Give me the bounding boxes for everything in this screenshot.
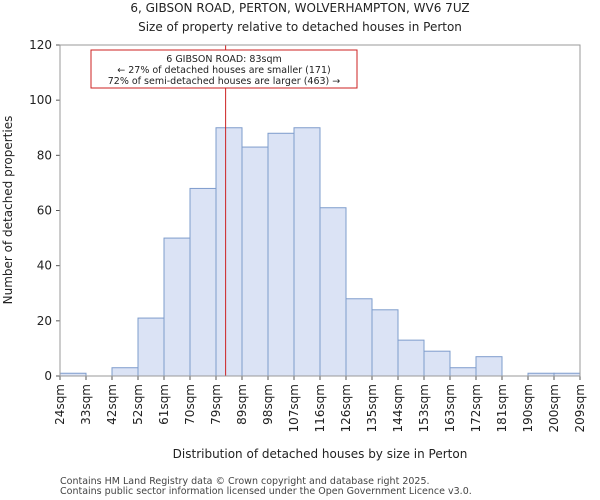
- bar-52sqm: [137, 317, 165, 377]
- x-tick-label: 200sqm: [547, 384, 561, 432]
- x-tick-label: 52sqm: [131, 384, 145, 425]
- annotation-line-2: ← 27% of detached houses are smaller (17…: [117, 65, 330, 76]
- y-tick-label: 100: [29, 93, 52, 107]
- x-tick-label: 190sqm: [521, 384, 535, 432]
- annotation-line-3: 72% of semi-detached houses are larger (…: [108, 76, 341, 87]
- bar-89sqm: [241, 146, 269, 377]
- x-tick-label: 172sqm: [469, 384, 483, 432]
- y-tick-label: 0: [44, 369, 52, 383]
- x-tick-label: 126sqm: [339, 384, 353, 432]
- annotation-box: 6 GIBSON ROAD: 83sqm ← 27% of detached h…: [90, 49, 358, 89]
- y-tick-label: 60: [37, 204, 52, 218]
- x-axis: 24sqm 33sqm 42sqm 52sqm 61sqm 70sqm 79sqm 89sqm…: [53, 376, 587, 432]
- x-tick-label: 98sqm: [261, 384, 275, 425]
- bar-70sqm: [189, 187, 217, 377]
- y-tick-label: 120: [29, 38, 52, 52]
- bar-42sqm: [111, 367, 139, 377]
- x-tick-label: 107sqm: [287, 384, 301, 432]
- bar-144sqm: [397, 339, 425, 377]
- x-tick-label: 33sqm: [79, 384, 93, 425]
- bar-107sqm: [293, 127, 321, 377]
- y-tick-label: 20: [37, 314, 52, 328]
- x-axis-label: Distribution of detached houses by size …: [173, 447, 468, 461]
- bar-172sqm: [475, 356, 503, 377]
- x-tick-label: 181sqm: [495, 384, 509, 432]
- annotation-line-1: 6 GIBSON ROAD: 83sqm: [166, 54, 281, 65]
- bar-153sqm: [423, 350, 451, 377]
- bars-group: [59, 127, 581, 377]
- bar-135sqm: [371, 309, 399, 377]
- annotation-border: [90, 49, 358, 89]
- bar-98sqm: [267, 132, 295, 377]
- x-tick-label: 209sqm: [573, 384, 587, 432]
- bar-79sqm: [215, 127, 243, 377]
- x-tick-label: 144sqm: [391, 384, 405, 432]
- y-axis: 0 20 40 60 80 100 120: [29, 38, 60, 383]
- x-tick-label: 42sqm: [105, 384, 119, 425]
- bar-163sqm: [449, 367, 477, 377]
- chart-subtitle: Size of property relative to detached ho…: [138, 20, 462, 34]
- footer-line-2: Contains public sector information licen…: [60, 486, 472, 497]
- y-tick-label: 80: [37, 148, 52, 162]
- bar-116sqm: [319, 207, 347, 377]
- y-axis-label: Number of detached properties: [1, 116, 15, 305]
- bar-126sqm: [345, 298, 373, 377]
- x-tick-label: 89sqm: [235, 384, 249, 425]
- x-tick-label: 24sqm: [53, 384, 67, 425]
- y-tick-label: 40: [37, 259, 52, 273]
- x-tick-label: 153sqm: [417, 384, 431, 432]
- x-tick-label: 70sqm: [183, 384, 197, 425]
- footer-line-1: Contains HM Land Registry data © Crown c…: [60, 476, 430, 487]
- bar-61sqm: [163, 237, 191, 377]
- chart-title: 6, GIBSON ROAD, PERTON, WOLVERHAMPTON, W…: [130, 1, 469, 15]
- x-tick-label: 61sqm: [157, 384, 171, 425]
- x-tick-label: 163sqm: [443, 384, 457, 432]
- x-tick-label: 116sqm: [313, 384, 327, 432]
- x-tick-label: 79sqm: [209, 384, 223, 425]
- x-tick-label: 135sqm: [365, 384, 379, 432]
- plot-frame: [59, 44, 581, 377]
